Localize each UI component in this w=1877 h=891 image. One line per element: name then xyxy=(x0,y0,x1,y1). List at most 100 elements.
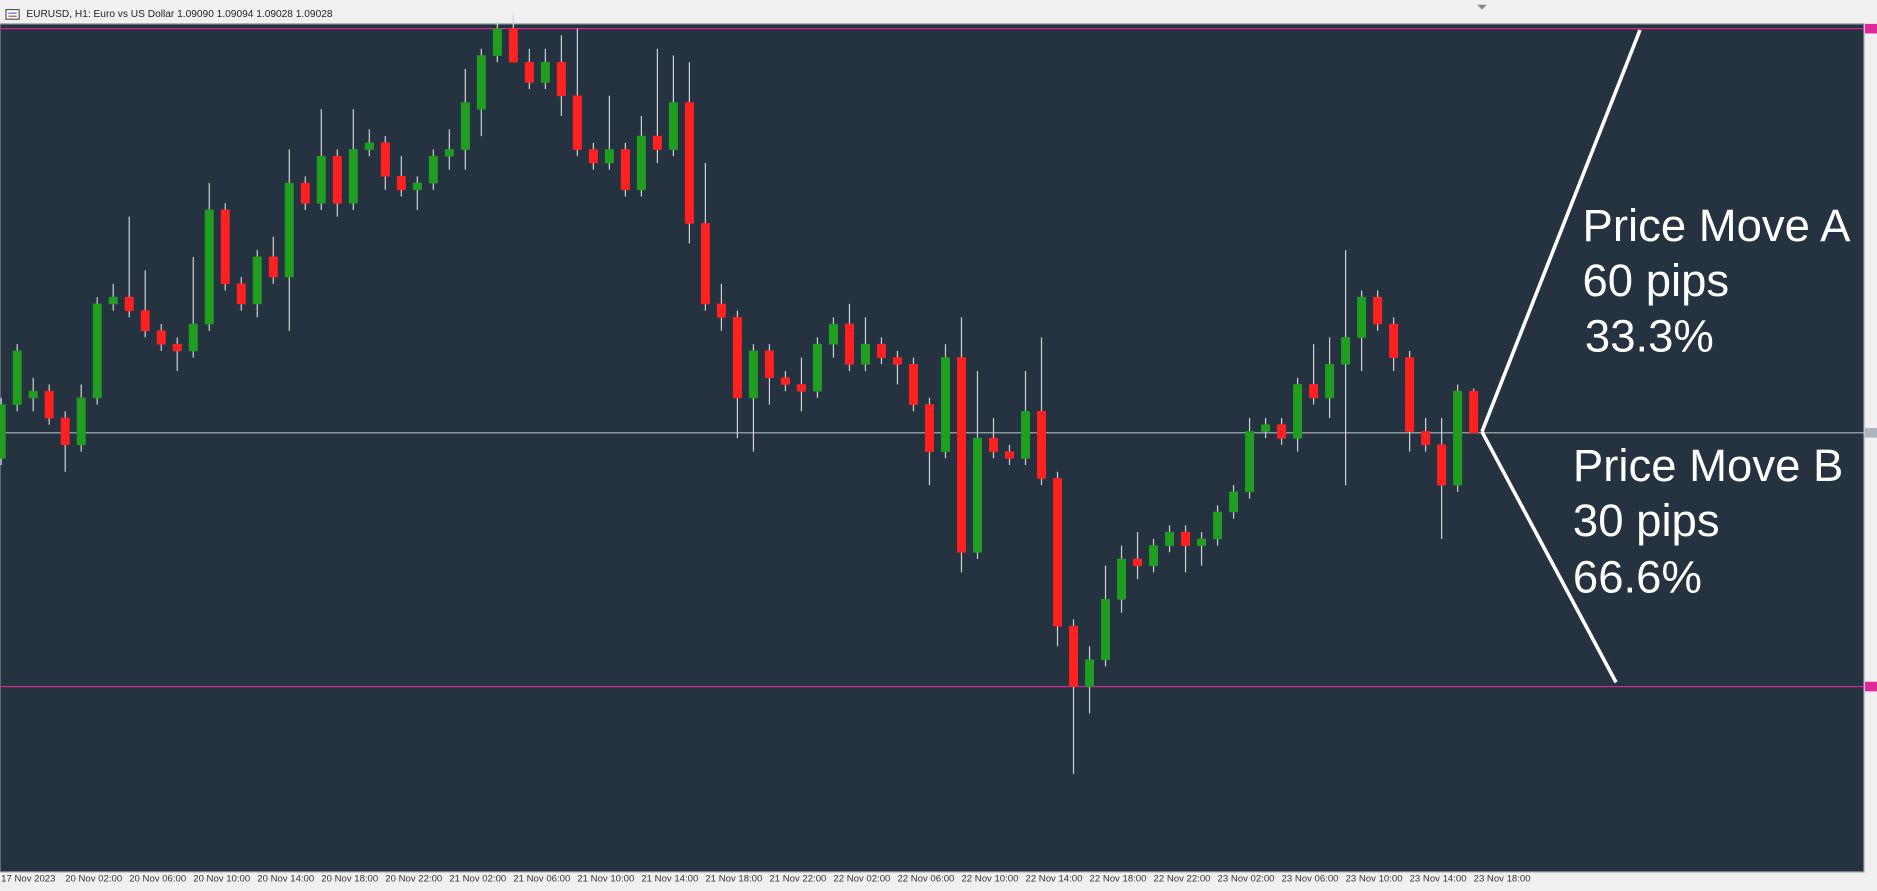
candle-body xyxy=(1197,538,1207,546)
candle-body xyxy=(140,310,150,332)
candle-body xyxy=(588,149,598,164)
candle-body xyxy=(124,296,134,311)
candle-body xyxy=(1405,357,1415,432)
candle-body xyxy=(1293,384,1303,439)
candle-body xyxy=(204,209,214,325)
level-marker xyxy=(1865,23,1877,34)
candle-body xyxy=(716,303,726,318)
x-tick-label: 23 Nov 14:00 xyxy=(1410,874,1467,885)
candle-body xyxy=(492,28,502,56)
candle-body xyxy=(332,155,342,204)
move-b-line xyxy=(1480,430,1618,684)
candle-body xyxy=(412,182,422,191)
x-tick-label: 23 Nov 18:00 xyxy=(1474,874,1531,885)
candle-body xyxy=(1037,411,1046,479)
chart-icon xyxy=(5,8,20,20)
annotation: 60 pips xyxy=(1583,255,1730,306)
x-tick-label: 17 Nov 2023 xyxy=(1,874,55,885)
candle-body xyxy=(524,61,534,83)
candle-body xyxy=(1469,390,1479,434)
candle-body xyxy=(732,317,742,399)
candle-body xyxy=(940,357,950,452)
x-tick-label: 22 Nov 06:00 xyxy=(897,874,954,885)
candle-body xyxy=(668,102,678,150)
x-tick-label: 21 Nov 02:00 xyxy=(449,874,506,885)
candle-body xyxy=(1261,424,1271,432)
candle-body xyxy=(92,303,102,399)
candle-body xyxy=(1389,323,1399,358)
candle-body xyxy=(284,182,294,278)
candle-body xyxy=(236,283,246,305)
candle-body xyxy=(188,323,198,352)
annotation: 66.6% xyxy=(1573,551,1702,602)
candle-body xyxy=(76,397,86,446)
candle-body xyxy=(444,149,454,157)
candle-body xyxy=(1245,431,1255,493)
dropdown-arrow xyxy=(1477,4,1487,10)
candle-body xyxy=(1437,444,1447,486)
x-tick-label: 20 Nov 14:00 xyxy=(257,874,314,885)
x-tick-label: 21 Nov 14:00 xyxy=(641,874,698,885)
candle-body xyxy=(348,149,358,204)
candle-body xyxy=(1149,545,1159,567)
candle-body xyxy=(1357,296,1367,338)
candle-body xyxy=(1181,531,1191,546)
candle-body xyxy=(0,404,6,459)
candle-body xyxy=(476,55,486,110)
candle-body xyxy=(172,343,182,352)
level-marker xyxy=(1865,427,1877,438)
candle-body xyxy=(1117,558,1127,600)
x-tick-label: 20 Nov 22:00 xyxy=(385,874,442,885)
candle-body xyxy=(268,256,278,278)
annotation: Price Move A xyxy=(1583,200,1852,251)
annotation: 30 pips xyxy=(1573,495,1720,546)
candle-body xyxy=(1421,431,1431,446)
candle-body xyxy=(972,437,982,553)
x-tick-label: 20 Nov 02:00 xyxy=(65,874,122,885)
x-tick-label: 21 Nov 10:00 xyxy=(577,874,634,885)
candle-body xyxy=(364,142,374,150)
candle-body xyxy=(764,350,774,379)
candle-body xyxy=(796,384,806,392)
candle-body xyxy=(956,357,966,553)
x-tick-label: 23 Nov 02:00 xyxy=(1218,874,1275,885)
candle-body xyxy=(1053,478,1063,627)
chart-title: EURUSD, H1: Euro vs US Dollar 1.09090 1.… xyxy=(26,9,333,20)
candle-body xyxy=(316,155,326,204)
candle-body xyxy=(220,209,230,285)
candle-body xyxy=(700,223,710,305)
candle-body xyxy=(28,390,38,399)
candle-body xyxy=(892,357,902,365)
candle-body xyxy=(556,61,566,97)
candle-body xyxy=(1005,451,1014,459)
move-a-line xyxy=(1480,29,1642,433)
candle-body xyxy=(460,102,470,150)
x-tick-label: 22 Nov 22:00 xyxy=(1154,874,1211,885)
x-tick-label: 21 Nov 22:00 xyxy=(769,874,826,885)
candle-body xyxy=(396,176,406,191)
candle-body xyxy=(1213,511,1223,540)
candle-body xyxy=(1165,531,1175,546)
candle-body xyxy=(1021,411,1030,459)
candle-body xyxy=(876,343,886,358)
candle-body xyxy=(156,330,166,345)
candle-body xyxy=(1085,659,1095,687)
candle-body xyxy=(1453,390,1463,486)
candle-body xyxy=(636,135,646,191)
x-tick-label: 21 Nov 18:00 xyxy=(705,874,762,885)
candle-body xyxy=(428,155,438,184)
candle-body xyxy=(828,323,838,345)
x-tick-label: 22 Nov 02:00 xyxy=(833,874,890,885)
candle-body xyxy=(252,256,262,305)
candle-body xyxy=(652,135,662,150)
candle-body xyxy=(1229,491,1239,513)
candle-body xyxy=(1325,364,1335,399)
candle-body xyxy=(748,350,758,399)
candle-body xyxy=(108,296,118,305)
candle-body xyxy=(844,323,854,365)
candle-body xyxy=(1133,558,1143,567)
candle-body xyxy=(508,28,518,63)
candle-body xyxy=(1373,296,1383,325)
x-tick-label: 20 Nov 06:00 xyxy=(129,874,186,885)
